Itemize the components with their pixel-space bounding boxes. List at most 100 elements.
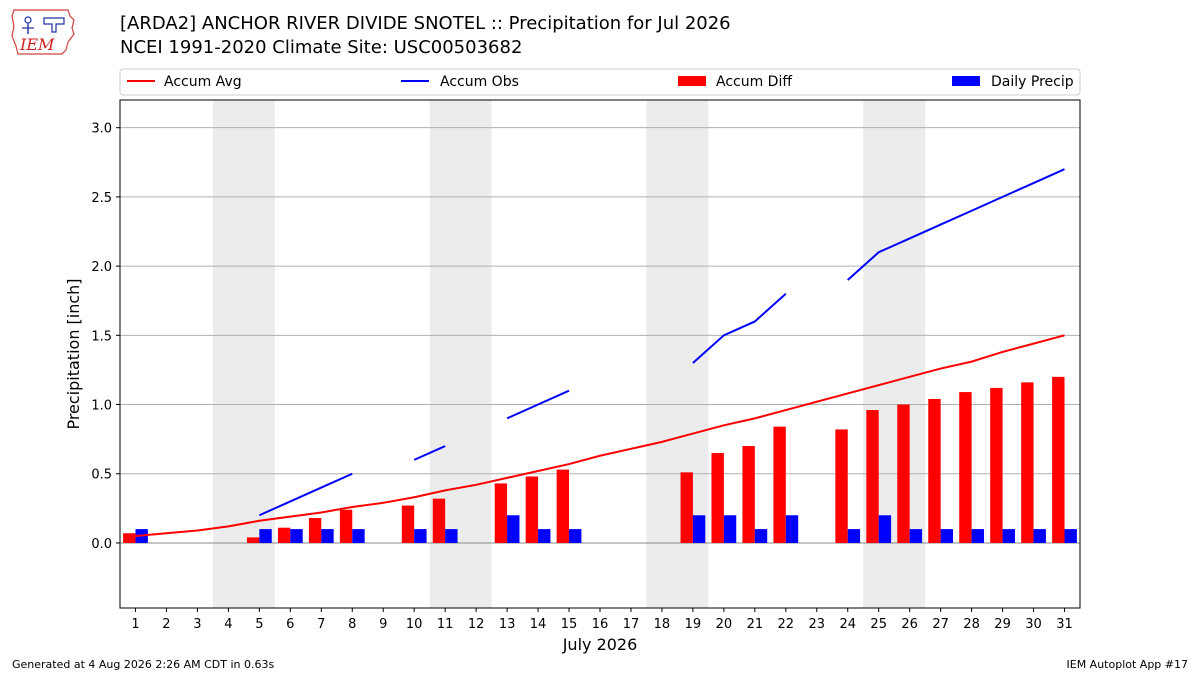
- iem-logo: IEM: [8, 6, 80, 58]
- daily-precip-bar: [507, 515, 520, 543]
- y-tick-label: 2.0: [91, 260, 112, 275]
- legend: Accum Avg Accum Obs Accum Diff Daily Precip: [119, 68, 1081, 96]
- svg-text:IEM: IEM: [19, 35, 55, 54]
- daily-precip-bar: [692, 515, 706, 543]
- chart-title: [ARDA2] ANCHOR RIVER DIVIDE SNOTEL :: Pr…: [120, 13, 731, 34]
- x-tick-label: 11: [437, 617, 454, 632]
- accum-diff-bar: [432, 498, 446, 543]
- generated-timestamp: Generated at 4 Aug 2026 2:26 AM CDT in 0…: [12, 658, 275, 671]
- accum-diff-bar: [711, 452, 724, 543]
- app-label: IEM Autoplot App #17: [1066, 658, 1189, 671]
- legend-label-accum-obs: Accum Obs: [440, 74, 519, 90]
- x-tick-label: 5: [255, 617, 263, 632]
- accum-obs-line: [847, 168, 1065, 281]
- x-tick-label: 14: [530, 617, 547, 632]
- accum-diff-bar: [277, 527, 291, 543]
- x-tick-label: 24: [839, 617, 856, 632]
- accum-diff-bar: [1052, 376, 1065, 543]
- x-tick-label: 3: [193, 617, 201, 632]
- x-tick-label: 29: [994, 617, 1011, 632]
- x-tick-label: 12: [468, 617, 485, 632]
- x-tick-label: 15: [561, 617, 578, 632]
- x-tick-label: 20: [716, 617, 733, 632]
- accum-diff-bar: [897, 404, 910, 543]
- x-tick-label: 26: [901, 617, 918, 632]
- x-tick-label: 4: [224, 617, 232, 632]
- accum-diff-bar: [835, 429, 848, 543]
- daily-precip-bar: [414, 529, 427, 543]
- x-tick-label: 31: [1056, 617, 1073, 632]
- daily-precip-bar: [909, 529, 923, 543]
- bars: [123, 376, 1077, 543]
- accum-diff-bar: [339, 509, 353, 543]
- accum-diff-bar: [525, 476, 539, 543]
- legend-box: [119, 68, 1081, 96]
- daily-precip-bar: [1002, 529, 1015, 543]
- daily-precip-bar: [259, 529, 272, 543]
- accum-diff-bar: [308, 518, 322, 543]
- daily-precip-bar: [538, 529, 551, 543]
- x-tick-label: 17: [623, 617, 640, 632]
- x-tick-label: 13: [499, 617, 516, 632]
- accum-diff-bar: [773, 426, 786, 543]
- y-tick-label: 3.0: [91, 122, 112, 137]
- y-tick-label: 1.0: [91, 399, 112, 414]
- x-tick-label: 9: [379, 617, 387, 632]
- daily-precip-bar: [723, 515, 737, 543]
- accum-diff-bar: [401, 505, 415, 543]
- accum-diff-bar: [866, 410, 879, 543]
- y-tick-label: 2.5: [91, 191, 112, 206]
- x-tick-label: 18: [654, 617, 671, 632]
- daily-precip-bar: [940, 529, 954, 543]
- x-tick-label: 6: [286, 617, 294, 632]
- accum-diff-bar: [246, 537, 260, 543]
- x-tick-label: 7: [317, 617, 325, 632]
- x-axis-ticks: 1 2 3 4 5 6 7 8 9 10 11 12 13 14 15 16 17 18 19 20 21 22 23 24 2…: [131, 608, 1073, 632]
- accum-diff-bar: [494, 483, 508, 543]
- x-tick-label: 2: [162, 617, 170, 632]
- x-tick-label: 1: [131, 617, 139, 632]
- daily-precip-bar: [352, 529, 365, 543]
- daily-precip-bar: [290, 529, 303, 543]
- x-tick-label: 27: [932, 617, 949, 632]
- legend-label-accum-diff: Accum Diff: [716, 74, 792, 90]
- legend-label-accum-avg: Accum Avg: [164, 74, 242, 90]
- y-tick-label: 0.5: [91, 468, 112, 483]
- weekend-shading: [212, 100, 926, 608]
- x-tick-label: 21: [747, 617, 764, 632]
- daily-precip-bar: [878, 515, 892, 543]
- daily-precip-bar: [754, 529, 768, 543]
- daily-precip-bar: [971, 529, 984, 543]
- x-tick-label: 23: [809, 617, 826, 632]
- accum-avg-line: [135, 334, 1065, 538]
- accum-diff-bar: [959, 392, 972, 543]
- accum-obs-line: [258, 472, 353, 517]
- legend-swatch-daily-precip: [952, 76, 980, 86]
- x-tick-label: 22: [778, 617, 795, 632]
- accum-obs-line: [506, 389, 570, 420]
- daily-precip-bar: [445, 529, 458, 543]
- y-tick-label: 1.5: [91, 329, 112, 344]
- accum-diff-bar: [680, 472, 693, 543]
- chart-subtitle: NCEI 1991-2020 Climate Site: USC00503682: [120, 37, 523, 58]
- x-tick-label: 30: [1025, 617, 1042, 632]
- accum-obs-line: [413, 445, 446, 461]
- daily-precip-bar: [847, 529, 861, 543]
- legend-swatch-accum-diff: [678, 76, 706, 86]
- x-tick-label: 8: [348, 617, 356, 632]
- accum-diff-bar: [123, 533, 136, 543]
- x-tick-label: 28: [963, 617, 980, 632]
- daily-precip-bar: [569, 529, 582, 543]
- daily-precip-bar: [1064, 529, 1077, 543]
- accum-diff-bar: [990, 387, 1003, 543]
- x-tick-label: 25: [870, 617, 887, 632]
- y-axis-ticks: 0.0 0.5 1.0 1.5 2.0 2.5 3.0: [91, 122, 120, 552]
- daily-precip-bar: [321, 529, 334, 543]
- x-tick-label: 10: [406, 617, 423, 632]
- accum-diff-bar: [556, 469, 570, 543]
- y-axis-label: Precipitation [inch]: [64, 278, 83, 429]
- accum-diff-bar: [928, 398, 941, 543]
- x-tick-label: 19: [685, 617, 702, 632]
- x-axis-label: July 2026: [562, 635, 638, 654]
